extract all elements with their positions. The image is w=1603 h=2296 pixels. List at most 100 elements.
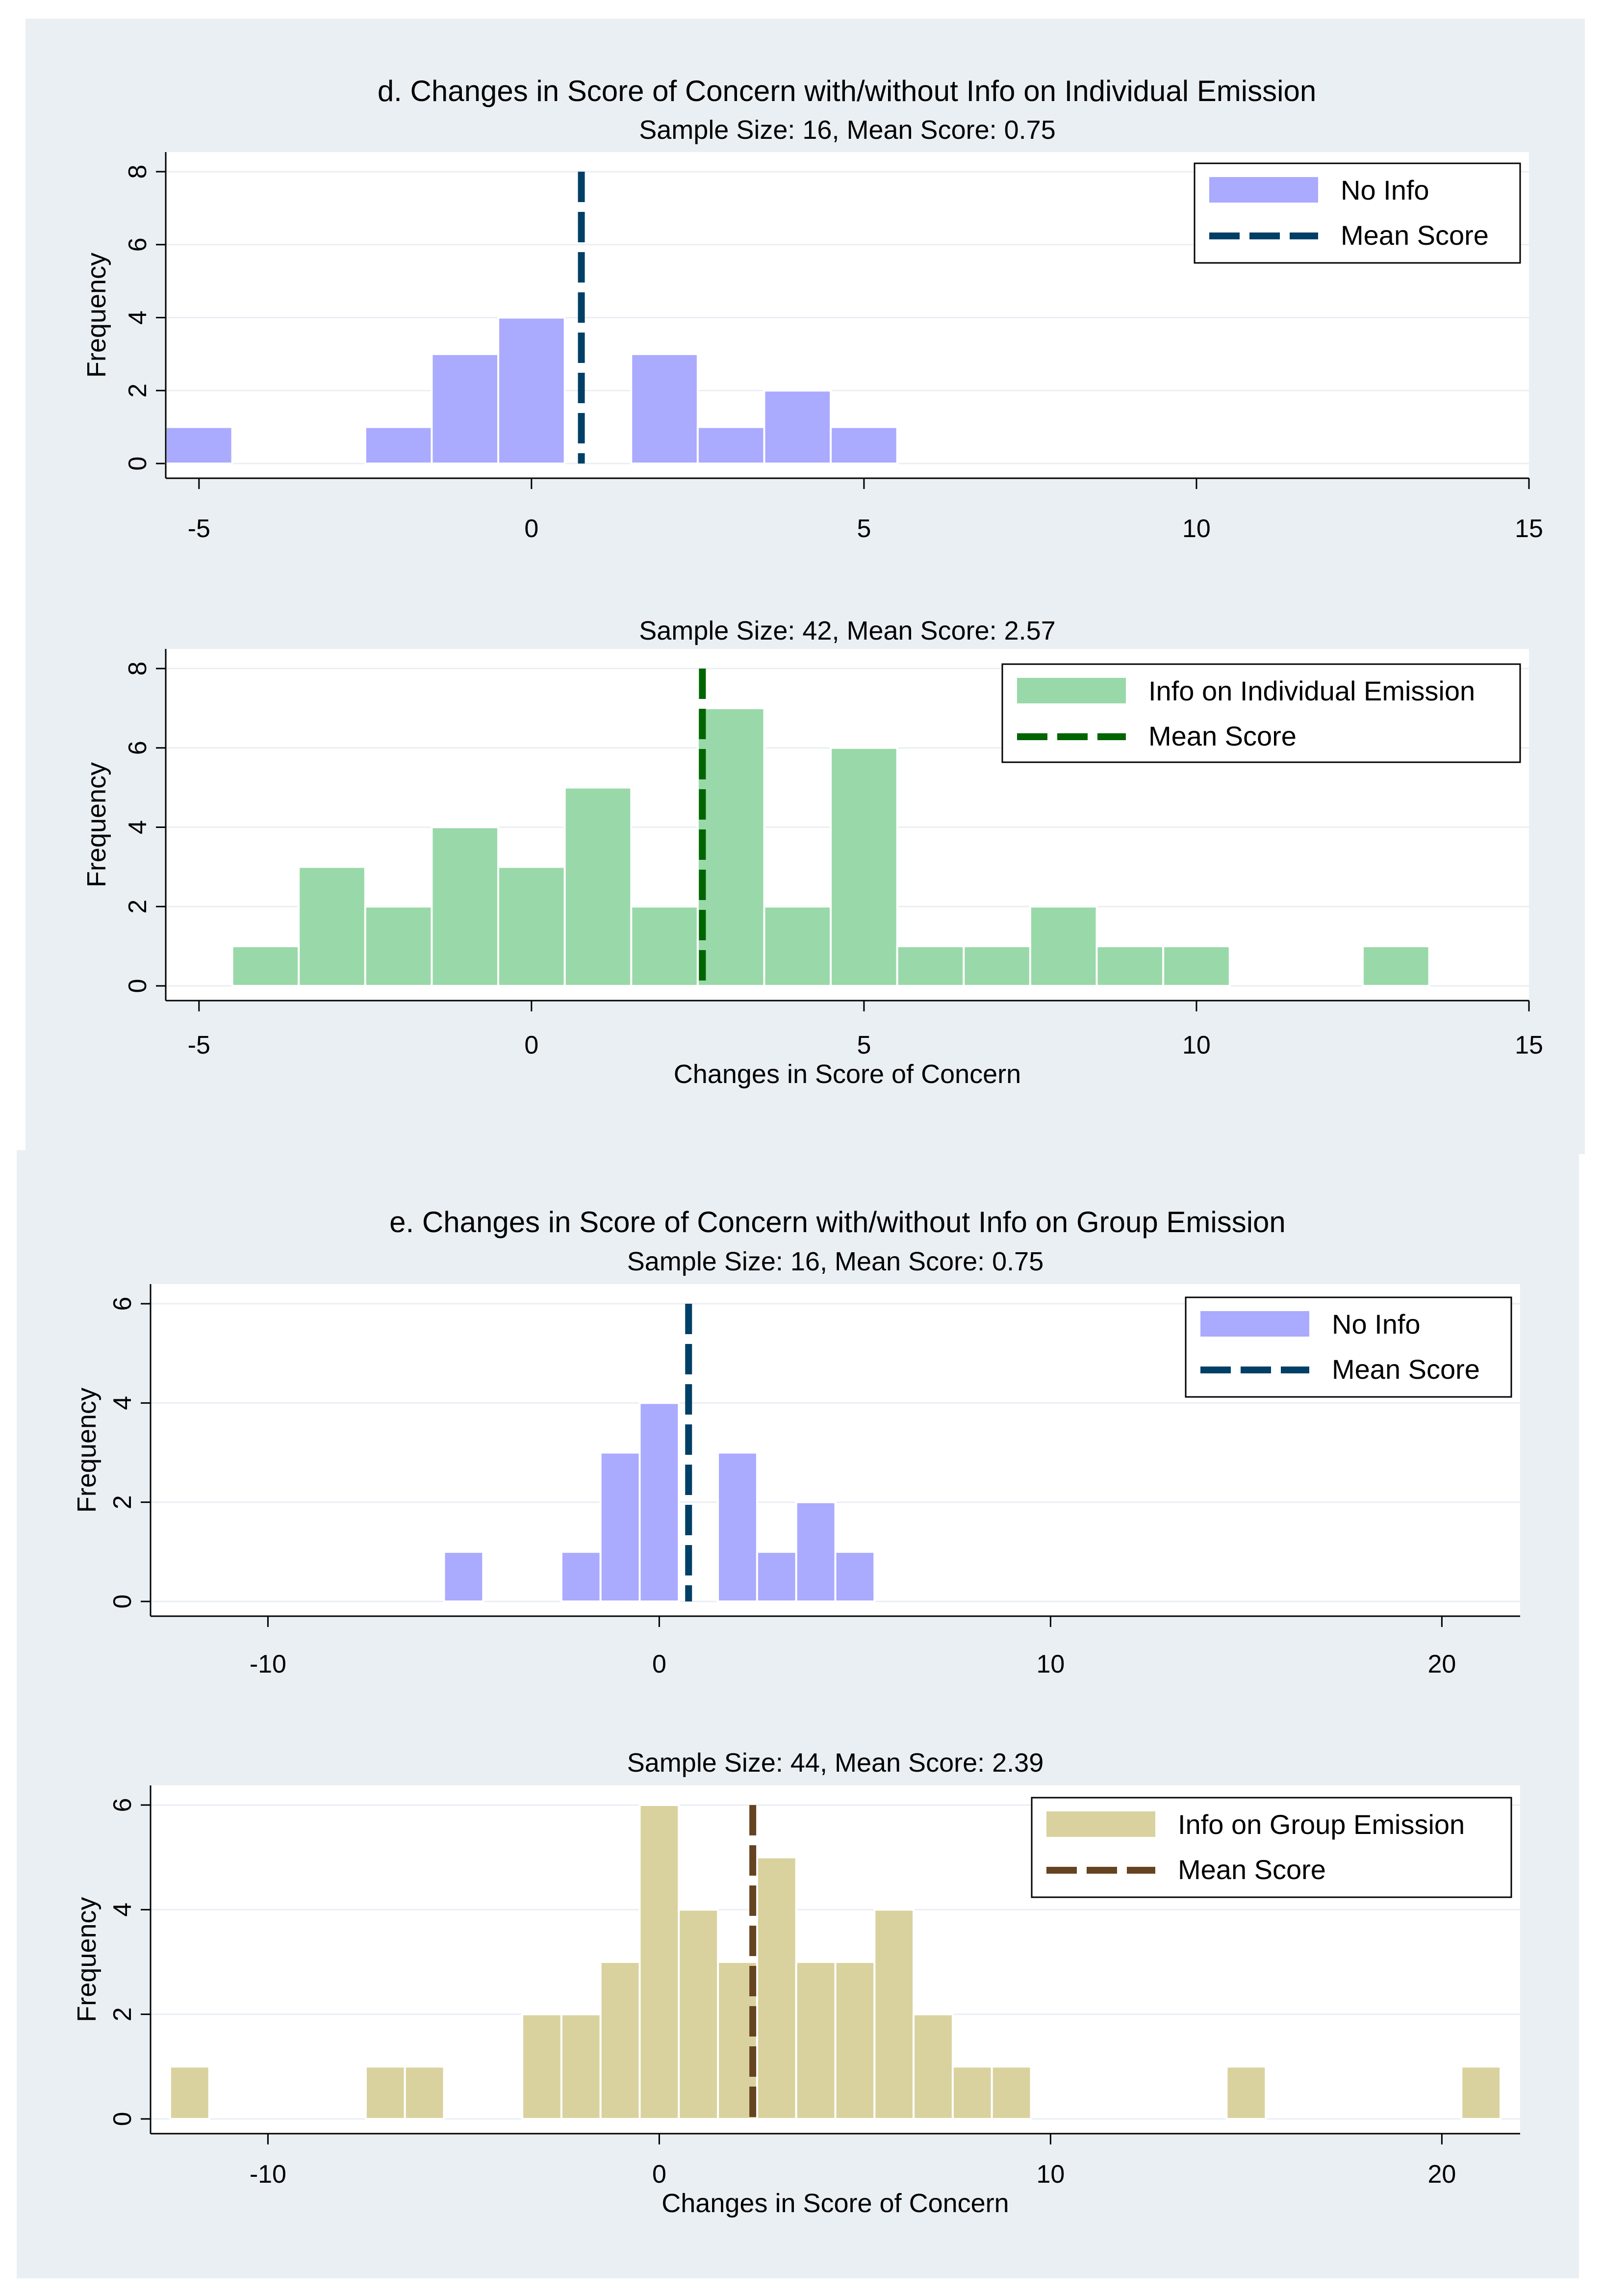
histogram-bar	[497, 866, 566, 987]
legend-label: Mean Score	[1332, 1354, 1480, 1385]
histogram-bar	[991, 2065, 1032, 2120]
x-tick-label: 10	[1036, 2160, 1065, 2189]
histogram-bar	[795, 1501, 837, 1603]
histogram-bar	[599, 1961, 641, 2120]
y-axis-title: Frequency	[72, 1388, 102, 1513]
chart-subtitle: Sample Size: 16, Mean Score: 0.75	[639, 115, 1055, 145]
x-tick-label: 10	[1036, 1650, 1065, 1678]
y-tick-label: 2	[108, 1495, 137, 1509]
legend-box	[1185, 1296, 1512, 1398]
histogram-bar	[873, 1909, 915, 2120]
histogram-bar	[521, 2013, 562, 2120]
x-tick-label: 15	[1515, 1031, 1543, 1059]
y-tick-label: 0	[124, 979, 152, 993]
histogram-bar	[443, 1550, 484, 1602]
histogram-bar	[630, 905, 699, 987]
y-tick-label: 6	[124, 237, 152, 252]
legend-swatch-bar	[1046, 1811, 1155, 1837]
legend-swatch-bar	[1017, 678, 1126, 703]
histogram-bar	[717, 1451, 758, 1602]
histogram-bar	[404, 2065, 445, 2120]
y-tick-label: 4	[108, 1903, 137, 1917]
chart-d-individual-emission: Sample Size: 42, Mean Score: 2.57 0 2 4 6 8 -5…	[82, 616, 1543, 1089]
histogram-bar	[231, 945, 300, 987]
x-tick-label: 20	[1427, 2160, 1456, 2189]
x-tick-label: 5	[857, 515, 871, 543]
x-tick-label: -5	[188, 515, 210, 543]
histogram-bar	[763, 905, 832, 987]
x-tick-label: 15	[1515, 515, 1543, 543]
x-tick-label: 0	[524, 1031, 538, 1059]
x-tick-label: -10	[250, 1650, 286, 1678]
chart-d-no-info: Sample Size: 16, Mean Score: 0.75 0 2 4 6 8 -5…	[82, 115, 1543, 543]
histogram-bar	[795, 1961, 837, 2120]
histogram-bar	[364, 2065, 406, 2120]
histogram-bar	[630, 353, 699, 464]
histogram-bar	[834, 1961, 876, 2120]
chart-e-group-emission: Sample Size: 44, Mean Score: 2.39 0 2 4 6 -10…	[72, 1748, 1520, 2218]
legend-label: No Info	[1332, 1309, 1421, 1340]
chart-subtitle: Sample Size: 44, Mean Score: 2.39	[627, 1748, 1043, 1778]
y-tick-label: 6	[108, 1297, 137, 1311]
histogram-bar	[913, 2013, 954, 2120]
y-tick-label: 6	[124, 741, 152, 755]
panel-e-title: e. Changes in Score of Concern with/with…	[389, 1206, 1286, 1238]
histogram-bar	[830, 747, 898, 987]
histogram-bar	[830, 426, 898, 464]
histogram-bar	[1162, 945, 1231, 987]
x-tick-label: 0	[652, 2160, 666, 2189]
histogram-bar	[1225, 2065, 1267, 2120]
y-tick-label: 2	[108, 2007, 137, 2021]
histogram-bar	[1460, 2065, 1502, 2120]
legend-label: Mean Score	[1148, 721, 1297, 751]
histogram-bar	[364, 905, 433, 987]
legend-label: No Info	[1341, 175, 1429, 206]
histogram-bar	[963, 945, 1031, 987]
histogram-bar	[169, 2065, 210, 2120]
x-tick-label: -10	[250, 2160, 286, 2189]
legend-swatch-bar	[1200, 1311, 1309, 1337]
y-tick-label: 8	[124, 662, 152, 676]
histogram-bar	[563, 786, 633, 987]
x-tick-label: 0	[524, 515, 538, 543]
panel-d-title: d. Changes in Score of Concern with/with…	[378, 75, 1316, 107]
y-tick-label: 2	[124, 384, 152, 398]
histogram-bar	[1029, 905, 1098, 987]
histogram-bar	[1361, 945, 1430, 987]
legend-label: Info on Individual Emission	[1148, 675, 1475, 706]
legend-label: Mean Score	[1178, 1854, 1326, 1885]
histogram-bar	[560, 2013, 602, 2120]
histogram-bar	[756, 1856, 797, 2120]
histogram-bar	[165, 426, 233, 464]
legend-swatch-bar	[1209, 177, 1318, 203]
chart-e-no-info: Sample Size: 16, Mean Score: 0.75 0 2 4 6 -10…	[72, 1247, 1520, 1678]
y-tick-label: 0	[108, 1595, 137, 1609]
histogram-bar	[678, 1909, 719, 2120]
legend-label: Info on Group Emission	[1178, 1809, 1465, 1840]
histogram-bar	[696, 426, 765, 464]
y-tick-label: 8	[124, 165, 152, 179]
y-axis-title: Frequency	[72, 1897, 102, 2022]
histogram-bar	[431, 826, 500, 987]
x-tick-label: -5	[188, 1031, 210, 1059]
x-tick-label: 10	[1182, 1031, 1211, 1059]
histogram-bar	[1095, 945, 1165, 987]
y-tick-label: 6	[108, 1798, 137, 1812]
x-axis-title: Changes in Score of Concern	[674, 1059, 1021, 1089]
histogram-bar	[364, 426, 433, 464]
y-axis-title: Frequency	[82, 762, 111, 887]
y-tick-label: 4	[124, 820, 152, 834]
x-tick-label: 5	[857, 1031, 871, 1059]
legend-label: Mean Score	[1341, 220, 1489, 251]
chart-subtitle: Sample Size: 16, Mean Score: 0.75	[627, 1247, 1043, 1276]
y-axis-title: Frequency	[82, 253, 111, 378]
histogram-bar	[638, 1804, 680, 2120]
histogram-bar	[696, 707, 765, 987]
y-tick-label: 2	[124, 900, 152, 914]
histogram-bar	[834, 1550, 876, 1602]
histogram-bar	[756, 1550, 797, 1602]
histogram-bar	[763, 389, 832, 464]
histogram-bar	[298, 866, 366, 987]
x-tick-label: 0	[652, 1650, 666, 1678]
